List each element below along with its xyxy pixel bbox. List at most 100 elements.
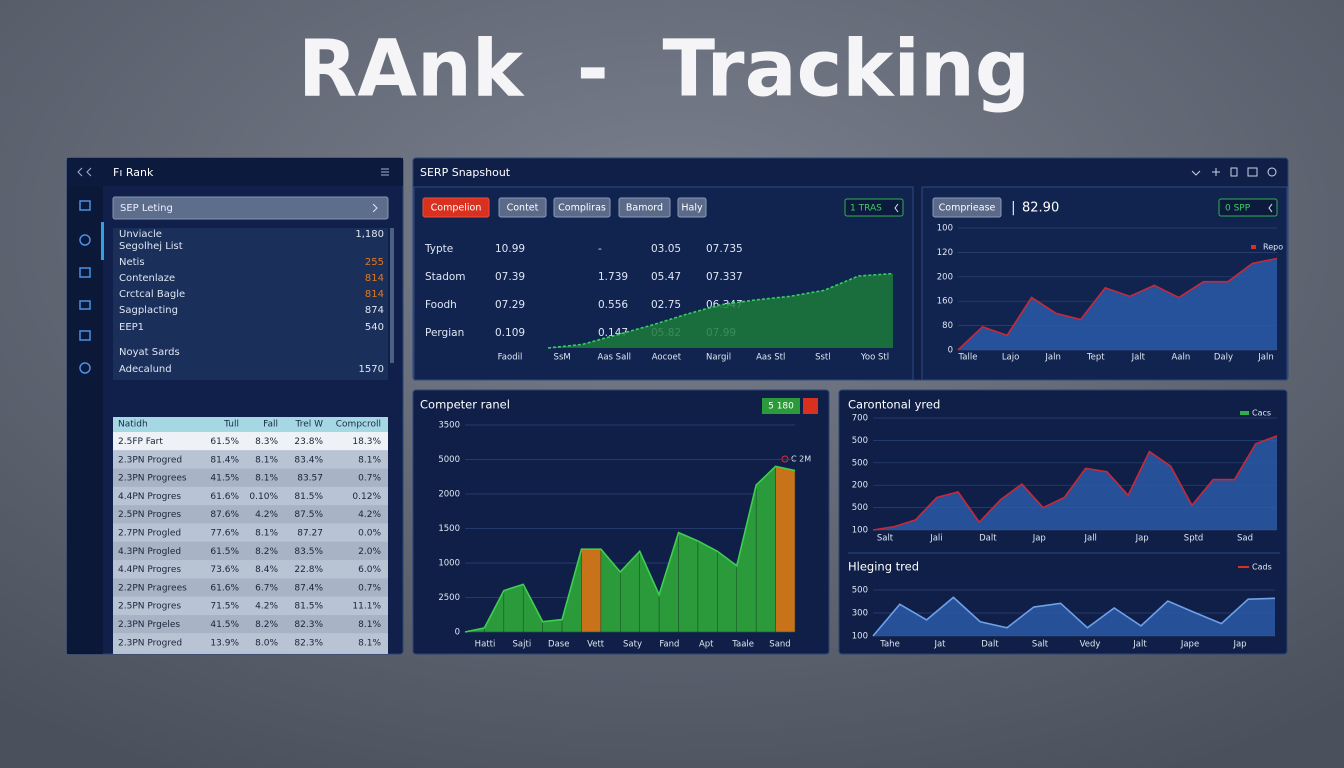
y-tick-label: 1000: [438, 559, 460, 569]
table-row: [113, 633, 388, 652]
x-tick-label: Tahe: [879, 640, 900, 650]
x-tick-label: Faodil: [498, 353, 523, 363]
table-row: [113, 578, 388, 597]
table-header-cell: Tull: [223, 420, 239, 430]
table-header-cell: Compcroll: [336, 420, 381, 430]
marker-dot: [781, 455, 789, 463]
snapshot-cell: 0.109: [495, 327, 525, 339]
snapshot-pill[interactable]: [844, 198, 904, 217]
x-tick-label: Yoo Stl: [860, 353, 889, 363]
window-icons[interactable]: [1191, 167, 1277, 177]
table-row: [113, 596, 388, 615]
list-value: 540: [365, 322, 384, 333]
table-cell: 2.0%: [358, 547, 381, 557]
x-tick-label: Fand: [659, 640, 679, 650]
x-tick-label: Jall: [1083, 534, 1096, 544]
table-cell: 2.2PN Pragrees: [118, 583, 187, 593]
search-arrow[interactable]: [372, 203, 378, 213]
table-cell: 61.6%: [210, 583, 239, 593]
x-tick-label: Vett: [587, 640, 605, 650]
table-cell: 41.5%: [210, 620, 239, 630]
table-cell: 77.6%: [210, 529, 239, 539]
table-row: [113, 468, 388, 487]
snapshot-cell: 05.47: [651, 271, 681, 283]
table-cell: 2.3PN Prgeles: [118, 620, 180, 630]
y-tick-label: 3500: [438, 421, 460, 431]
table-cell: 73.6%: [210, 565, 239, 575]
list-label: Noyat Sards: [119, 347, 180, 358]
y-tick-label: 2500: [438, 593, 460, 603]
x-tick-label: Sstl: [815, 353, 831, 363]
snapshot-cell: Pergian: [425, 327, 464, 339]
area: [873, 597, 1275, 636]
x-tick-label: Aas Stl: [756, 353, 785, 363]
list-value: 255: [365, 257, 384, 268]
filter-button[interactable]: [553, 197, 611, 218]
compare-button[interactable]: [932, 197, 1002, 218]
competitor-badge[interactable]: [762, 398, 800, 414]
table-cell: 8.2%: [255, 547, 278, 557]
table-cell: 8.4%: [255, 565, 278, 575]
legend-label: Repo: [1263, 243, 1283, 252]
marker-label: C 2M: [791, 455, 811, 464]
table-cell: 83.4%: [294, 455, 323, 465]
x-tick-label: Saty: [623, 640, 642, 650]
search-box[interactable]: [112, 196, 389, 220]
x-tick-label: Vedy: [1080, 640, 1101, 650]
sidebar-header: [67, 158, 403, 186]
x-tick-label: Sand: [769, 640, 790, 650]
table-cell: 81.4%: [210, 455, 239, 465]
table-cell: 83.57: [297, 474, 323, 484]
filter-button[interactable]: [677, 197, 707, 218]
scrollbar[interactable]: [390, 228, 394, 363]
competitor-close[interactable]: [803, 398, 818, 414]
table-cell: 81.5%: [294, 492, 323, 502]
x-tick-label: Hatti: [475, 640, 496, 650]
y-tick-label: 300: [852, 609, 868, 619]
table-cell: 8.2%: [255, 620, 278, 630]
table-cell: 0.12%: [352, 492, 381, 502]
x-tick-label: Apt: [699, 640, 714, 650]
list-label: Unviacle: [119, 229, 162, 240]
x-tick-label: Jalt: [1132, 640, 1147, 650]
table-cell: 0.7%: [358, 583, 381, 593]
nav-icons[interactable]: [79, 200, 91, 374]
x-tick-label: Salt: [1032, 640, 1049, 650]
x-tick-label: Jat: [933, 640, 946, 650]
y-tick-label: 100: [852, 632, 868, 642]
filter-button[interactable]: [618, 197, 671, 218]
search-text: SEP Leting: [120, 203, 173, 214]
table-cell: 2.3PN Progred: [118, 455, 182, 465]
table-cell: 87.6%: [210, 510, 239, 520]
filter-button[interactable]: [498, 197, 547, 218]
table-cell: 8.1%: [358, 455, 381, 465]
table-cell: 2.7PN Progled: [118, 529, 181, 539]
x-tick-label: Daly: [1214, 353, 1233, 363]
list-value: 814: [365, 289, 384, 300]
x-tick-label: Aas Sall: [598, 353, 631, 363]
x-tick-label: Jap: [1232, 640, 1246, 650]
table-cell: 8.1%: [255, 474, 278, 484]
table-cell: 4.4PN Progres: [118, 492, 181, 502]
compare-value: 82.90: [1022, 201, 1059, 216]
x-tick-label: Aocoet: [652, 353, 682, 363]
badge-label: 5 180: [768, 402, 794, 412]
table-cell: 4.3PN Progled: [118, 547, 181, 557]
list-label: Adecalund: [119, 364, 172, 375]
table-cell: 6.7%: [255, 583, 278, 593]
line: [547, 272, 894, 349]
compare-pill[interactable]: [1218, 198, 1278, 217]
menu-icon[interactable]: [381, 168, 389, 176]
table-cell: 61.5%: [210, 547, 239, 557]
snapshot-cell: 03.05: [651, 243, 681, 255]
table-header-cell: Trel W: [295, 420, 324, 430]
filter-button[interactable]: [422, 197, 490, 218]
table-cell: 0.7%: [358, 474, 381, 484]
area: [548, 273, 893, 348]
panel-title: SERP Snapshout: [420, 166, 511, 179]
x-tick-label: Dase: [548, 640, 569, 650]
line: [872, 596, 1276, 637]
back-icon[interactable]: [77, 167, 92, 177]
panel-title: Carontonal yred: [848, 398, 940, 412]
